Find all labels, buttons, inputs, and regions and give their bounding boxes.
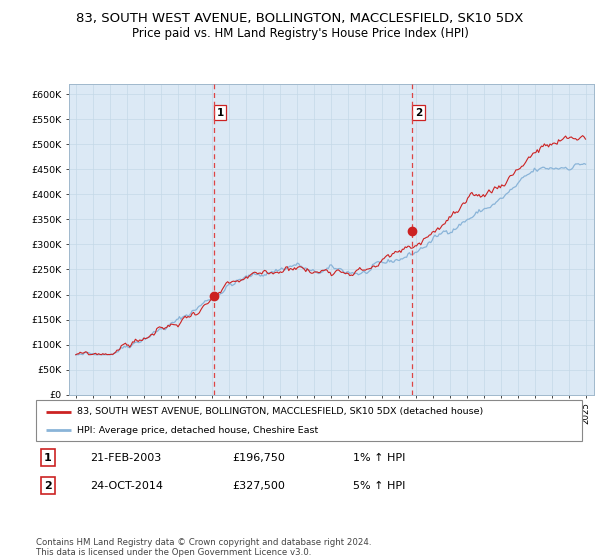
Text: 5% ↑ HPI: 5% ↑ HPI: [353, 480, 405, 491]
Text: 1: 1: [217, 108, 224, 118]
Text: 1% ↑ HPI: 1% ↑ HPI: [353, 452, 405, 463]
Text: Price paid vs. HM Land Registry's House Price Index (HPI): Price paid vs. HM Land Registry's House …: [131, 27, 469, 40]
Text: £327,500: £327,500: [233, 480, 286, 491]
Text: £196,750: £196,750: [233, 452, 286, 463]
FancyBboxPatch shape: [36, 400, 582, 441]
Text: HPI: Average price, detached house, Cheshire East: HPI: Average price, detached house, Ches…: [77, 426, 318, 435]
Text: 1: 1: [44, 452, 52, 463]
Text: 24-OCT-2014: 24-OCT-2014: [91, 480, 164, 491]
Text: 2: 2: [44, 480, 52, 491]
Text: 21-FEB-2003: 21-FEB-2003: [91, 452, 162, 463]
Text: 83, SOUTH WEST AVENUE, BOLLINGTON, MACCLESFIELD, SK10 5DX (detached house): 83, SOUTH WEST AVENUE, BOLLINGTON, MACCL…: [77, 407, 483, 416]
Text: Contains HM Land Registry data © Crown copyright and database right 2024.
This d: Contains HM Land Registry data © Crown c…: [36, 538, 371, 557]
Text: 83, SOUTH WEST AVENUE, BOLLINGTON, MACCLESFIELD, SK10 5DX: 83, SOUTH WEST AVENUE, BOLLINGTON, MACCL…: [76, 12, 524, 25]
Text: 2: 2: [415, 108, 422, 118]
